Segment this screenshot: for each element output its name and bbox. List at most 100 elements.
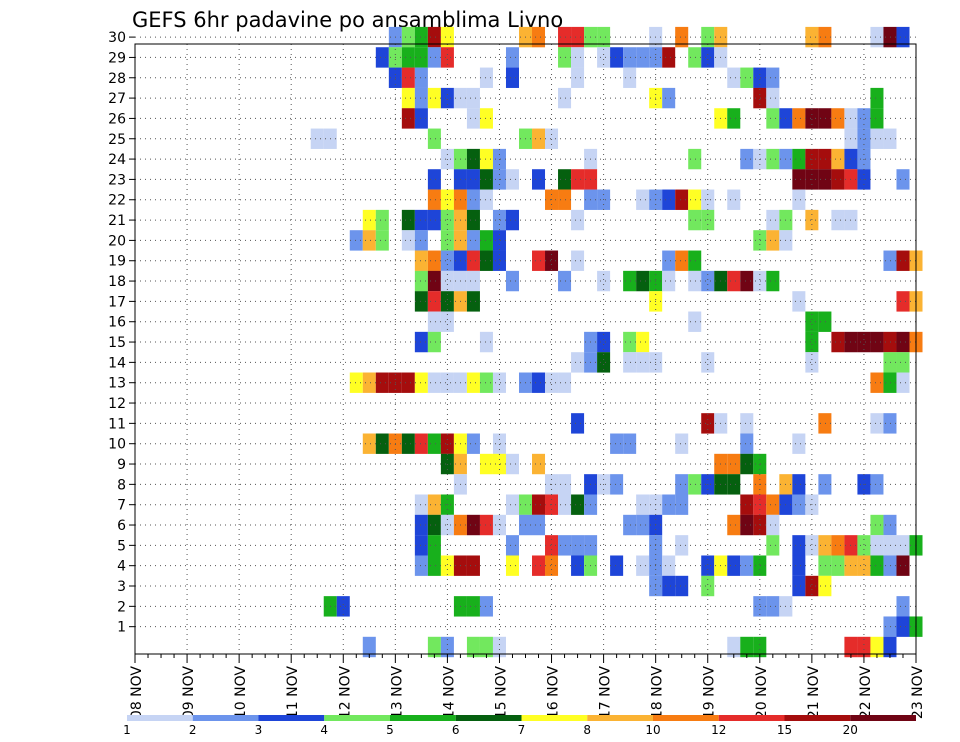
heat-cell [818, 108, 832, 129]
x-tick-label: 17 NOV [598, 666, 614, 720]
heat-cell [427, 494, 441, 515]
heat-cell [558, 494, 572, 515]
y-tick-label: 5 [117, 538, 126, 554]
heat-cell [818, 474, 832, 495]
heat-cell [414, 372, 428, 393]
heat-cell [414, 108, 428, 129]
y-tick-label: 29 [108, 50, 126, 66]
heat-cell [571, 352, 585, 373]
heat-cell [466, 250, 480, 271]
heat-cell [414, 291, 428, 312]
heat-cell [479, 230, 493, 251]
heat-cell [571, 169, 585, 190]
heat-cell [375, 209, 389, 231]
heat-cell [545, 372, 559, 393]
heat-cell [479, 331, 493, 353]
y-tick-label: 13 [108, 376, 126, 392]
legend-swatch [455, 715, 522, 721]
heat-cell [831, 331, 845, 353]
x-tick-label: 08 NOV [129, 666, 145, 720]
heat-cell [870, 87, 884, 109]
x-tick-label: 20 NOV [754, 666, 770, 720]
y-tick-label: 6 [117, 518, 126, 534]
heat-cell [558, 189, 572, 210]
heat-cell [805, 108, 819, 129]
heat-cell [753, 270, 767, 292]
chart-title: GEFS 6hr padavine po ansamblima Livno [132, 8, 563, 32]
heat-cell [571, 67, 585, 88]
x-tick-label: 23 NOV [910, 666, 926, 720]
heat-cell [466, 270, 480, 292]
heat-cell [805, 209, 819, 231]
x-tick-label: 19 NOV [702, 666, 718, 720]
heat-cell [896, 372, 910, 393]
heat-cell [662, 87, 676, 109]
heat-cell [623, 331, 637, 353]
heat-cell [753, 596, 767, 617]
heat-cell [740, 636, 754, 658]
legend-label: 4 [320, 723, 328, 737]
heat-cell [401, 87, 415, 109]
heat-cell [479, 596, 493, 617]
heat-cell [414, 514, 428, 536]
y-tick-label: 15 [108, 335, 126, 351]
heat-cell [662, 270, 676, 292]
heat-cell [896, 291, 910, 312]
heat-cell [440, 372, 454, 393]
heat-cell [792, 535, 806, 556]
heat-cell [466, 433, 480, 454]
heat-cell [414, 230, 428, 251]
heat-cell [545, 535, 559, 556]
heat-cell [440, 514, 454, 536]
heat-cell [558, 169, 572, 190]
legend-label: 12 [711, 723, 726, 737]
heat-cell [857, 108, 871, 129]
heat-cell [545, 250, 559, 271]
x-tick-label: 16 NOV [546, 666, 562, 720]
heat-cell [753, 555, 767, 576]
heat-cell [688, 474, 702, 495]
x-tick-label: 13 NOV [389, 666, 405, 720]
heat-cell [401, 67, 415, 88]
heat-cell [401, 209, 415, 231]
heat-cell [818, 555, 832, 576]
heat-cell [675, 535, 689, 556]
y-tick-label: 8 [117, 477, 126, 493]
heat-cell [870, 26, 884, 48]
heat-cell [532, 128, 546, 149]
heat-cell [766, 596, 780, 617]
heat-cell [558, 87, 572, 109]
heat-cell [766, 108, 780, 129]
y-tick-label: 3 [117, 579, 126, 595]
heat-cell [375, 372, 389, 393]
heat-cell [466, 555, 480, 576]
heat-cell [492, 230, 506, 251]
legend-label: 8 [583, 723, 591, 737]
heat-cell [818, 575, 832, 597]
heat-cell [818, 311, 832, 332]
heat-cell [492, 636, 506, 658]
heat-cell [414, 270, 428, 292]
heat-cell [740, 494, 754, 515]
heat-cell [675, 575, 689, 597]
heat-cell [831, 148, 845, 170]
heat-cell [857, 331, 871, 353]
heat-cell [818, 148, 832, 170]
heat-cell [805, 26, 819, 48]
y-tick-label: 12 [108, 396, 126, 412]
heat-cell [466, 87, 480, 109]
heat-cell [766, 230, 780, 251]
y-tick-label: 11 [108, 416, 126, 432]
y-tick-label: 22 [108, 193, 126, 209]
heat-cell [792, 494, 806, 515]
heat-cell [310, 128, 324, 149]
heat-cell [688, 148, 702, 170]
heat-cell [766, 67, 780, 88]
heat-cell [571, 47, 585, 68]
heat-cell [727, 270, 741, 292]
heat-cell [727, 514, 741, 536]
legend-swatch [850, 715, 916, 721]
heat-cell [401, 230, 415, 251]
y-tick-label: 16 [108, 315, 126, 331]
heat-cell [362, 636, 376, 658]
